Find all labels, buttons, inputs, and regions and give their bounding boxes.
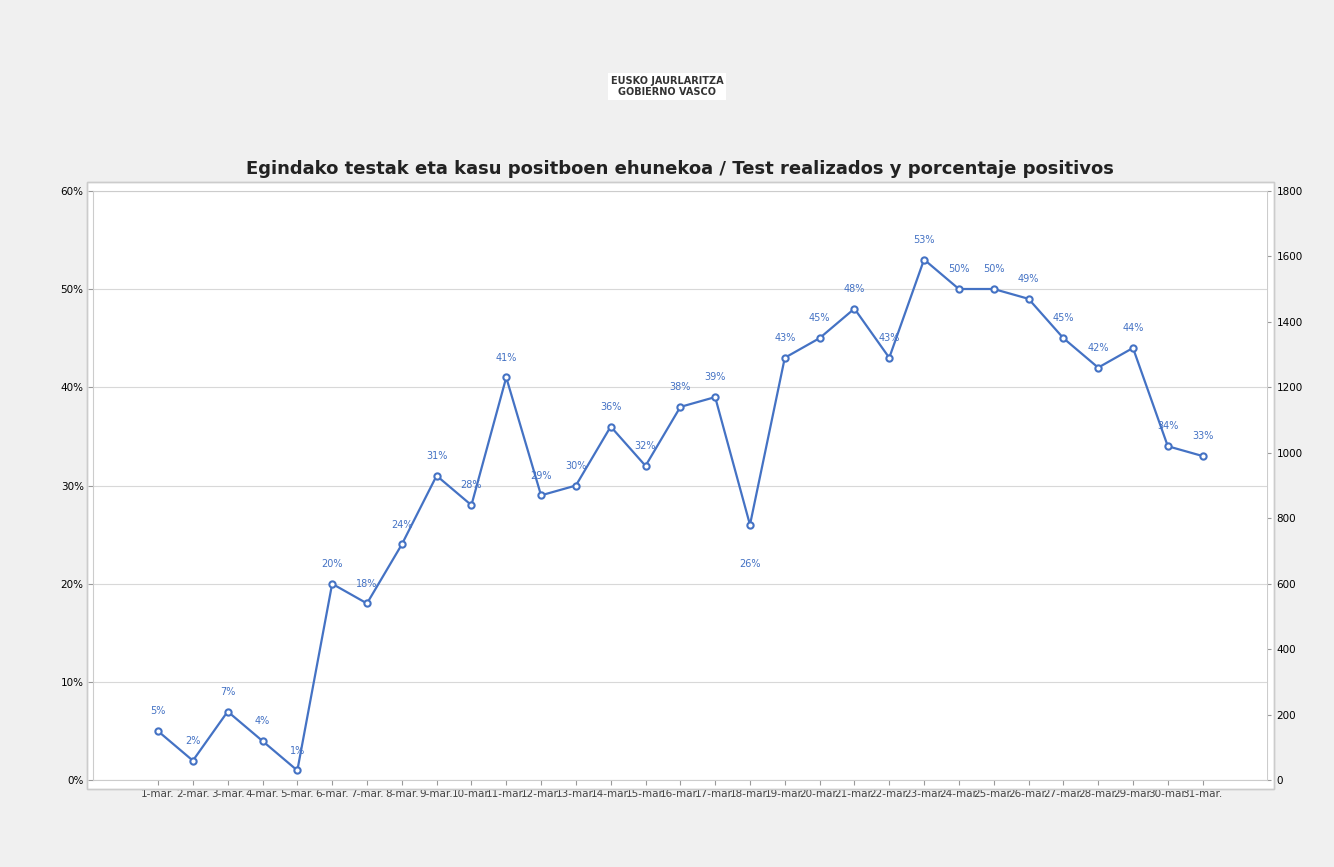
Bar <box>808 573 831 780</box>
Bar <box>321 738 343 780</box>
Text: 1347: 1347 <box>1017 323 1041 333</box>
Bar <box>391 746 414 780</box>
Text: 53%: 53% <box>914 235 935 244</box>
Text: 200: 200 <box>462 699 480 709</box>
Text: 24%: 24% <box>391 519 412 530</box>
Text: 43%: 43% <box>774 333 795 343</box>
Bar <box>251 758 273 780</box>
Text: 2%: 2% <box>185 736 200 746</box>
Bar <box>147 773 169 780</box>
Text: 779: 779 <box>1158 509 1177 519</box>
Text: 1074: 1074 <box>947 413 971 422</box>
Text: 1344: 1344 <box>982 324 1006 334</box>
Text: 33%: 33% <box>1193 431 1214 441</box>
Text: 49%: 49% <box>1018 274 1039 284</box>
Text: 45%: 45% <box>808 313 830 323</box>
Bar <box>1018 339 1039 780</box>
Bar <box>564 680 587 780</box>
Bar <box>460 714 483 780</box>
Text: 50%: 50% <box>948 264 970 274</box>
Text: 21: 21 <box>152 758 164 767</box>
Bar <box>530 698 552 780</box>
Text: 95: 95 <box>291 733 304 743</box>
Text: 41%: 41% <box>495 353 518 362</box>
Text: 306: 306 <box>567 664 586 675</box>
Text: 31%: 31% <box>426 451 447 461</box>
Text: 257: 257 <box>636 681 655 690</box>
Text: 1446: 1446 <box>1086 290 1110 301</box>
Text: 26%: 26% <box>739 559 760 570</box>
Bar <box>1053 392 1075 780</box>
Bar <box>947 428 970 780</box>
Bar <box>843 520 866 780</box>
Bar <box>426 734 448 780</box>
Bar <box>1157 525 1179 780</box>
Text: 750: 750 <box>880 518 899 529</box>
Text: 140: 140 <box>427 719 446 728</box>
Text: 29%: 29% <box>531 471 552 480</box>
Text: 4%: 4% <box>255 716 271 727</box>
Text: 45%: 45% <box>1053 313 1074 323</box>
Text: 39%: 39% <box>704 372 726 382</box>
Text: 5%: 5% <box>151 707 165 716</box>
Text: 30%: 30% <box>566 460 587 471</box>
Text: 794: 794 <box>846 505 863 514</box>
Text: 28%: 28% <box>460 480 482 491</box>
Text: 822: 822 <box>740 495 759 505</box>
Text: 34%: 34% <box>1157 421 1178 432</box>
Text: 20%: 20% <box>321 559 343 569</box>
Bar <box>774 582 796 780</box>
Bar <box>704 630 727 780</box>
Text: 42%: 42% <box>1087 342 1109 353</box>
Bar <box>912 588 935 780</box>
Text: 239: 239 <box>498 686 515 696</box>
Text: 48%: 48% <box>843 284 866 294</box>
Bar <box>1122 486 1145 780</box>
Bar <box>982 340 1005 780</box>
Text: 36%: 36% <box>600 401 622 412</box>
Bar <box>285 749 308 780</box>
Text: 43%: 43% <box>879 333 900 343</box>
Text: 1532: 1532 <box>1190 263 1215 272</box>
Text: 457: 457 <box>706 615 724 625</box>
Bar <box>356 736 379 780</box>
Text: 1186: 1186 <box>1051 376 1075 386</box>
Bar <box>1087 307 1110 780</box>
Text: 587: 587 <box>915 572 934 582</box>
Text: 632: 632 <box>810 557 828 567</box>
Text: 294: 294 <box>671 668 690 678</box>
Text: 252: 252 <box>532 681 551 692</box>
Text: 901: 901 <box>1123 469 1142 479</box>
Bar <box>634 696 656 780</box>
Text: 1%: 1% <box>289 746 305 756</box>
Title: Egindako testak eta kasu positboen ehunekoa / Test realizados y porcentaje posit: Egindako testak eta kasu positboen ehune… <box>247 160 1114 178</box>
Text: 298: 298 <box>602 667 620 677</box>
Text: 50%: 50% <box>983 264 1005 274</box>
Bar <box>599 682 622 780</box>
Text: 88: 88 <box>221 735 233 746</box>
Bar <box>739 511 762 780</box>
Text: 105: 105 <box>392 730 411 740</box>
Text: 129: 129 <box>323 722 342 732</box>
Bar <box>1191 278 1214 780</box>
Bar <box>495 702 518 780</box>
Text: 44%: 44% <box>1122 323 1143 333</box>
Bar <box>216 752 239 780</box>
Text: 38%: 38% <box>670 382 691 392</box>
Text: 41: 41 <box>187 751 199 761</box>
Text: 68: 68 <box>256 742 268 753</box>
Text: 135: 135 <box>358 720 376 730</box>
Bar <box>181 767 204 780</box>
Text: 18%: 18% <box>356 578 378 589</box>
Text: EUSKO JAURLARITZA
GOBIERNO VASCO: EUSKO JAURLARITZA GOBIERNO VASCO <box>611 76 723 97</box>
Text: 606: 606 <box>775 566 794 576</box>
Bar <box>670 684 691 780</box>
Text: 32%: 32% <box>635 441 656 451</box>
Text: 7%: 7% <box>220 687 235 697</box>
Bar <box>878 535 900 780</box>
